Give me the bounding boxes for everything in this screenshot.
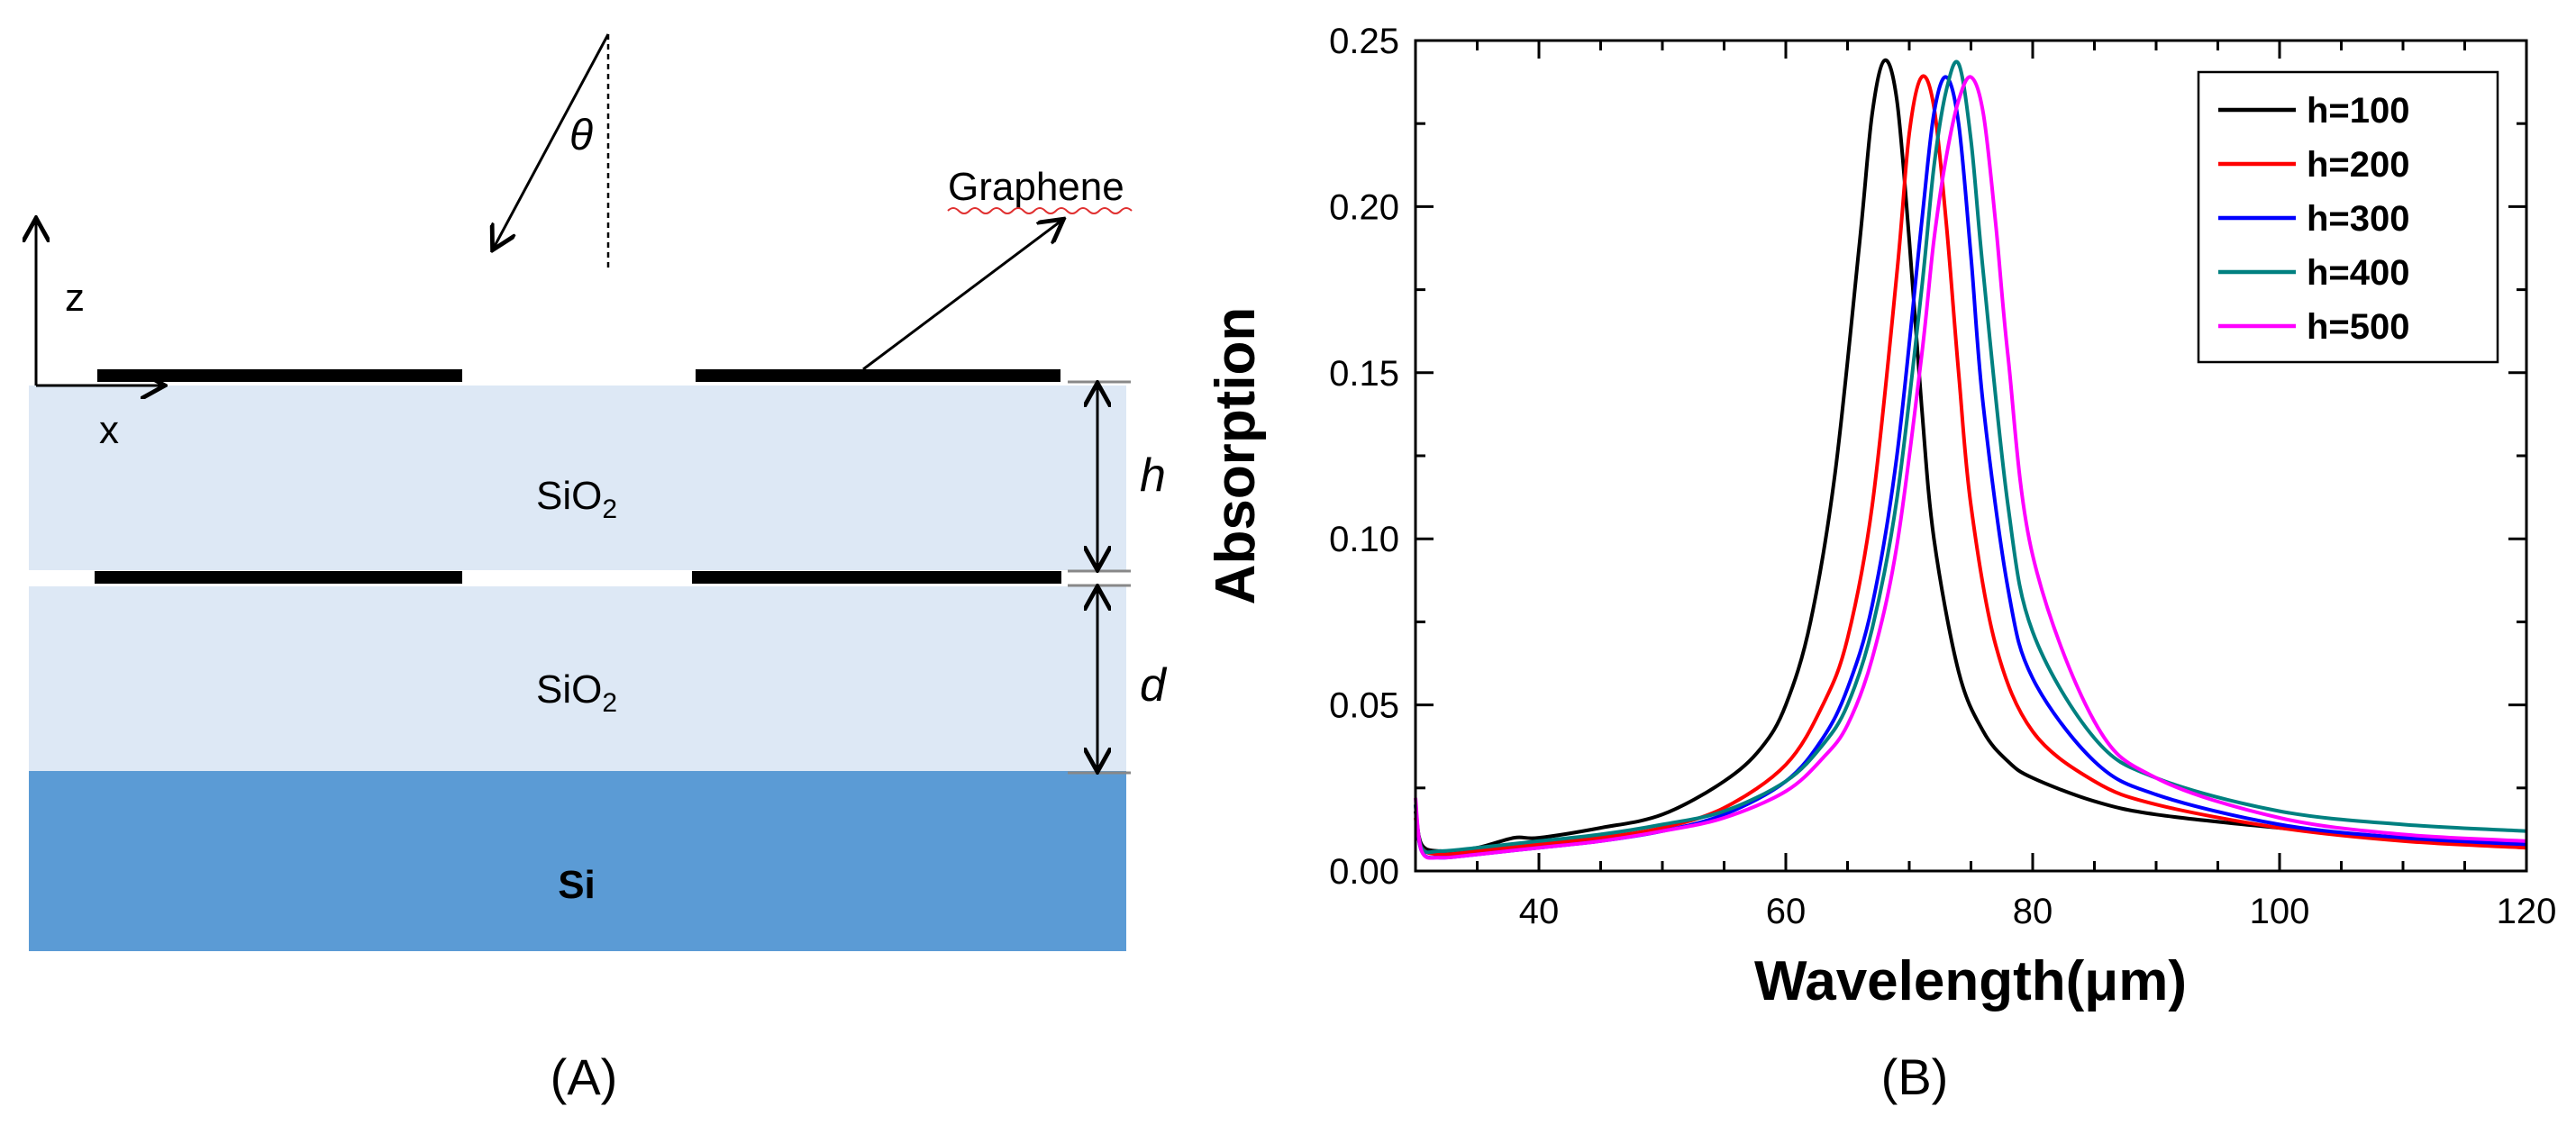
graphene-strip-mid-right [692,571,1061,584]
x-axis-title: Wavelength(μm) [1754,950,2187,1012]
legend-label: h=300 [2307,199,2410,239]
legend-label: h=500 [2307,307,2410,347]
sio2-layer-top [29,386,1126,570]
x-tick-label: 40 [1519,892,1560,931]
layer-label-sio2-bottom: SiO2 [536,667,617,718]
legend: h=100 h=200 h=300 h=400 h=500 [2197,70,2499,364]
x-tick-label: 80 [2013,892,2053,931]
series-line-h-400 [1414,59,2527,855]
y-tick-label: 0.15 [1329,354,1399,394]
h-label: h [1140,449,1166,502]
graphene-strip-mid-left [95,571,462,584]
legend-label: h=100 [2307,91,2410,131]
y-axis-title: Absorption [1205,307,1267,605]
y-tick-label: 0.05 [1329,686,1399,726]
series-line-h-100 [1414,58,2527,854]
layer-label-si: Si [558,863,596,907]
layer-label-sio2-top: SiO2 [536,474,617,524]
x-axis-label: x [99,408,119,452]
caption-a: (A) [551,1048,618,1105]
legend-label: h=200 [2307,145,2410,185]
y-tick-label: 0.20 [1329,187,1399,227]
d-label: d [1140,659,1168,712]
x-tick-label: 100 [2250,892,2310,931]
theta-label: θ [569,112,593,159]
graphene-strip-top-left [97,369,462,382]
x-tick-label: 60 [1766,892,1807,931]
series-line-h-200 [1414,74,2527,857]
graphene-pointer-arrow [862,221,1061,371]
sio2-layer-bottom [29,586,1126,771]
series-line-h-500 [1414,75,2527,860]
chart-series-layer [1414,58,2527,860]
caption-b: (B) [1881,1048,1949,1105]
device-schematic: SiO2 SiO2 Si z x θ Graphene h d (A) [29,33,1168,1105]
graphene-strip-top-right [696,369,1060,382]
absorption-chart: 40 60 80 100 120 0.00 0.05 0.10 0.15 0.20 0.25 Wav… [1205,22,2556,1105]
chart-ticks-layer: 40 60 80 100 120 0.00 0.05 0.10 0.15 0.20 0.25 [1329,22,2556,931]
graphene-label-underline [947,207,1133,214]
y-tick-label: 0.00 [1329,852,1399,892]
z-axis-label: z [65,276,85,320]
y-tick-label: 0.10 [1329,520,1399,559]
legend-label: h=400 [2307,253,2410,293]
incident-wave-arrow [494,33,610,248]
y-tick-label: 0.25 [1329,22,1399,61]
x-tick-label: 120 [2497,892,2557,931]
graphene-label: Graphene [948,165,1124,209]
si-substrate [29,771,1126,951]
legend-items: h=100 h=200 h=300 h=400 h=500 [2218,91,2410,347]
